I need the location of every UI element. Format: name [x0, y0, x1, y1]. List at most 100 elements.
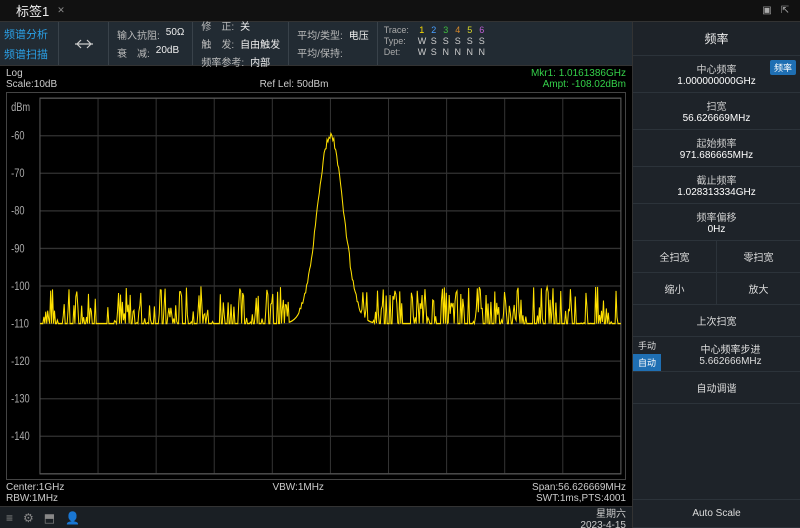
trace-det-3: N	[454, 47, 462, 57]
trace-type-0: W	[418, 36, 426, 46]
group-correction: 修 正:关 触 发:自由触发 频率参考:内部	[192, 22, 288, 65]
trace-type-4: S	[466, 36, 474, 46]
rp-start-lbl: 起始频率	[639, 135, 794, 150]
rp-stop[interactable]: 截止频率 1.028313334GHz	[633, 167, 800, 204]
export-icon[interactable]: ⇱	[776, 5, 794, 16]
svg-text:-110: -110	[11, 319, 29, 331]
impedance-val: 50Ω	[166, 27, 185, 42]
svg-text:dBm: dBm	[11, 102, 30, 114]
swt-lbl: SWT:1ms,PTS:4001	[532, 493, 626, 504]
svg-text:-140: -140	[11, 431, 30, 443]
svg-text:-130: -130	[11, 394, 30, 406]
span-lbl: Span:56.626669MHz	[532, 482, 626, 493]
rp-step-lbl: 中心频率步进	[661, 341, 800, 356]
rp-offset-val: 0Hz	[639, 224, 794, 235]
avgtype-lbl: 平均/类型:	[297, 27, 343, 42]
rp-title: 频率	[633, 22, 800, 56]
center-lbl: Center:1GHz	[6, 482, 64, 493]
rp-start-val: 971.686665MHz	[639, 150, 794, 161]
rp-span-lbl: 扫宽	[639, 98, 794, 113]
trace-type-2: S	[442, 36, 450, 46]
trace-lbl: Trace:	[384, 25, 414, 35]
rp-step-manual[interactable]: 手动	[633, 337, 661, 354]
right-panel: 频率 中心频率 1.000000000GHz 频率 扫宽 56.626669MH…	[632, 22, 800, 528]
trace-type-3: S	[454, 36, 462, 46]
rp-center-val: 1.000000000GHz	[639, 76, 794, 87]
marker-lbl: Mkr1:	[531, 68, 556, 79]
rp-autotune[interactable]: 自动调谐	[633, 372, 800, 404]
svg-text:-70: -70	[11, 168, 25, 180]
user-icon[interactable]: 👤	[65, 511, 80, 525]
statusbar: ≡ ⚙ ⬒ 👤 星期六 2023-4-15	[0, 506, 632, 528]
group-trace: Trace: 123456 Type: WSSSSS Det: WSNNNN	[377, 22, 492, 65]
corr-val: 关	[240, 18, 250, 33]
reflevel-lbl: Ref Lel: 50dBm	[260, 79, 329, 90]
svg-text:-90: -90	[11, 243, 25, 255]
trace-type-5: S	[478, 36, 486, 46]
chart-header: Log Scale:10dB Ref Lel: 50dBm Mkr1: 1.01…	[0, 66, 632, 92]
avghold-lbl: 平均/保持:	[297, 45, 343, 60]
titlebar: 标签1 ✕ ▣ ⇱	[0, 0, 800, 22]
avgtype-val: 电压	[349, 27, 369, 42]
rbw-lbl: RBW:1MHz	[6, 493, 64, 504]
rp-fullspan[interactable]: 全扫宽	[633, 241, 717, 272]
rp-step-val: 5.662666MHz	[661, 356, 800, 367]
continuous-icon[interactable]	[58, 22, 108, 65]
weekday: 星期六	[580, 505, 626, 520]
menu-icon[interactable]: ≡	[6, 511, 13, 525]
trig-val: 自由触发	[240, 36, 280, 51]
tab-label[interactable]: 标签1	[16, 1, 49, 20]
tab-close-icon[interactable]: ✕	[57, 5, 65, 16]
rp-zoomout[interactable]: 缩小	[633, 273, 717, 304]
mode-column: 频谱分析 频谱扫描	[0, 22, 58, 65]
vbw-lbl: VBW:1MHz	[64, 482, 532, 493]
rp-zoomin[interactable]: 放大	[717, 273, 800, 304]
rp-autoscale[interactable]: Auto Scale	[633, 499, 800, 528]
trace-det-5: N	[478, 47, 486, 57]
rp-offset[interactable]: 频率偏移 0Hz	[633, 204, 800, 241]
rp-lastspan[interactable]: 上次扫宽	[633, 305, 800, 337]
rp-span-val: 56.626669MHz	[639, 113, 794, 124]
trace-det-4: N	[466, 47, 474, 57]
rp-center-badge[interactable]: 频率	[770, 60, 796, 75]
trace-num-3[interactable]: 3	[442, 25, 450, 35]
save-icon[interactable]: ⬒	[44, 511, 55, 525]
ampt-lbl: Ampt:	[543, 79, 569, 90]
group-avg: 平均/类型: 电压 平均/保持:	[288, 22, 377, 65]
trace-num-5[interactable]: 5	[466, 25, 474, 35]
corr-lbl: 修 正:	[201, 18, 234, 33]
trace-det-1: S	[430, 47, 438, 57]
rp-span[interactable]: 扫宽 56.626669MHz	[633, 93, 800, 130]
det-lbl: Det:	[384, 47, 414, 57]
svg-text:-120: -120	[11, 356, 30, 368]
ampt-val: -108.02dBm	[572, 79, 626, 90]
trace-type-1: S	[430, 36, 438, 46]
trace-det-0: W	[418, 47, 426, 57]
spectrum-chart[interactable]: dBm-60-70-80-90-100-110-120-130-140	[6, 92, 626, 480]
group-input: 输入抗阻: 50Ω 衰 减: 20dB	[108, 22, 192, 65]
rp-step-auto[interactable]: 自动	[633, 354, 661, 371]
ribbon: 频谱分析 频谱扫描 输入抗阻: 50Ω 衰 减: 20dB 修 正:关 触 发:自由…	[0, 22, 632, 66]
trace-num-6[interactable]: 6	[478, 25, 486, 35]
scale-lbl: Scale:10dB	[6, 79, 57, 90]
trace-det-2: N	[442, 47, 450, 57]
trace-num-1[interactable]: 1	[418, 25, 426, 35]
rp-center-freq[interactable]: 中心频率 1.000000000GHz 频率	[633, 56, 800, 93]
settings-icon[interactable]: ⚙	[23, 511, 34, 525]
rp-step[interactable]: 手动 自动 中心频率步进 5.662666MHz	[633, 337, 800, 372]
impedance-lbl: 输入抗阻:	[117, 27, 160, 42]
atten-lbl: 衰 减:	[117, 45, 150, 60]
chart-footer: Center:1GHz RBW:1MHz VBW:1MHz Span:56.62…	[0, 480, 632, 506]
trace-num-2[interactable]: 2	[430, 25, 438, 35]
type-lbl: Type:	[384, 36, 414, 46]
rp-stop-lbl: 截止频率	[639, 172, 794, 187]
svg-text:-60: -60	[11, 131, 25, 143]
bookmark-icon[interactable]: ▣	[758, 5, 776, 16]
rp-stop-val: 1.028313334GHz	[639, 187, 794, 198]
mode-sweep[interactable]: 频谱扫描	[4, 46, 54, 62]
rp-zerospan[interactable]: 零扫宽	[717, 241, 800, 272]
atten-val: 20dB	[156, 45, 179, 60]
mode-spectrum[interactable]: 频谱分析	[4, 26, 54, 42]
trace-num-4[interactable]: 4	[454, 25, 462, 35]
rp-start[interactable]: 起始频率 971.686665MHz	[633, 130, 800, 167]
